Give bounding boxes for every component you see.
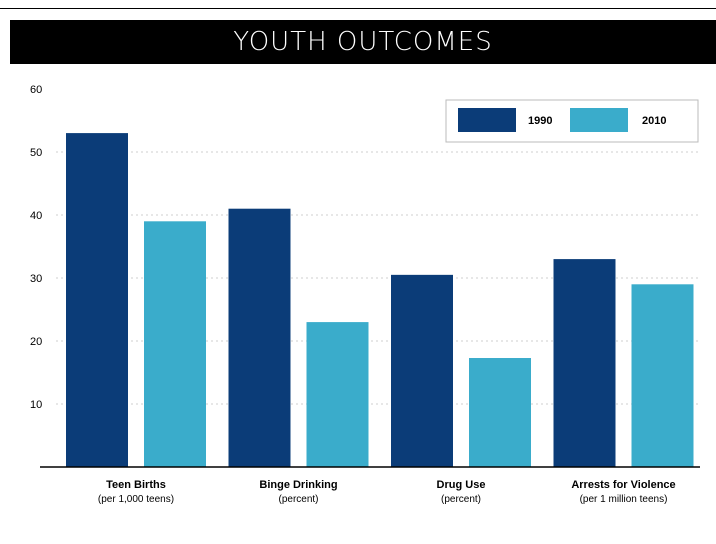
x-category-label: Teen Births xyxy=(106,479,166,491)
y-tick-label: 10 xyxy=(30,399,42,411)
legend-swatch-1990 xyxy=(458,108,516,132)
y-tick-label: 60 xyxy=(30,84,42,96)
x-category-label: Drug Use xyxy=(437,479,486,491)
x-category-label: Binge Drinking xyxy=(259,479,337,491)
bar-1990-3 xyxy=(553,259,616,467)
y-tick-label: 40 xyxy=(30,210,42,222)
bar-2010-1 xyxy=(306,322,369,467)
bar-2010-3 xyxy=(631,284,694,467)
x-category-sublabel: (per 1 million teens) xyxy=(580,494,668,505)
legend-label-2010: 2010 xyxy=(642,115,666,127)
bar-1990-1 xyxy=(228,208,291,467)
bar-1990-0 xyxy=(66,133,128,467)
x-category-sublabel: (percent) xyxy=(441,494,481,505)
bars xyxy=(66,133,694,467)
y-tick-label: 30 xyxy=(30,273,42,285)
bar-2010-0 xyxy=(144,221,206,467)
bar-2010-2 xyxy=(469,358,531,467)
y-axis-ticks: 10 20 30 40 50 60 xyxy=(30,84,42,411)
legend-label-1990: 1990 xyxy=(528,115,552,127)
legend-swatch-2010 xyxy=(570,108,628,132)
category-labels: Teen Births (per 1,000 teens) Binge Drinki… xyxy=(98,479,676,505)
y-tick-label: 50 xyxy=(30,147,42,159)
bar-1990-2 xyxy=(391,274,453,467)
x-category-sublabel: (percent) xyxy=(278,494,318,505)
x-category-sublabel: (per 1,000 teens) xyxy=(98,494,174,505)
y-tick-label: 20 xyxy=(30,336,42,348)
chart-title: YOUTH OUTCOMES xyxy=(10,20,716,64)
top-rule xyxy=(0,8,716,9)
legend: 1990 2010 xyxy=(445,99,699,143)
x-category-label: Arrests for Violence xyxy=(571,479,675,491)
